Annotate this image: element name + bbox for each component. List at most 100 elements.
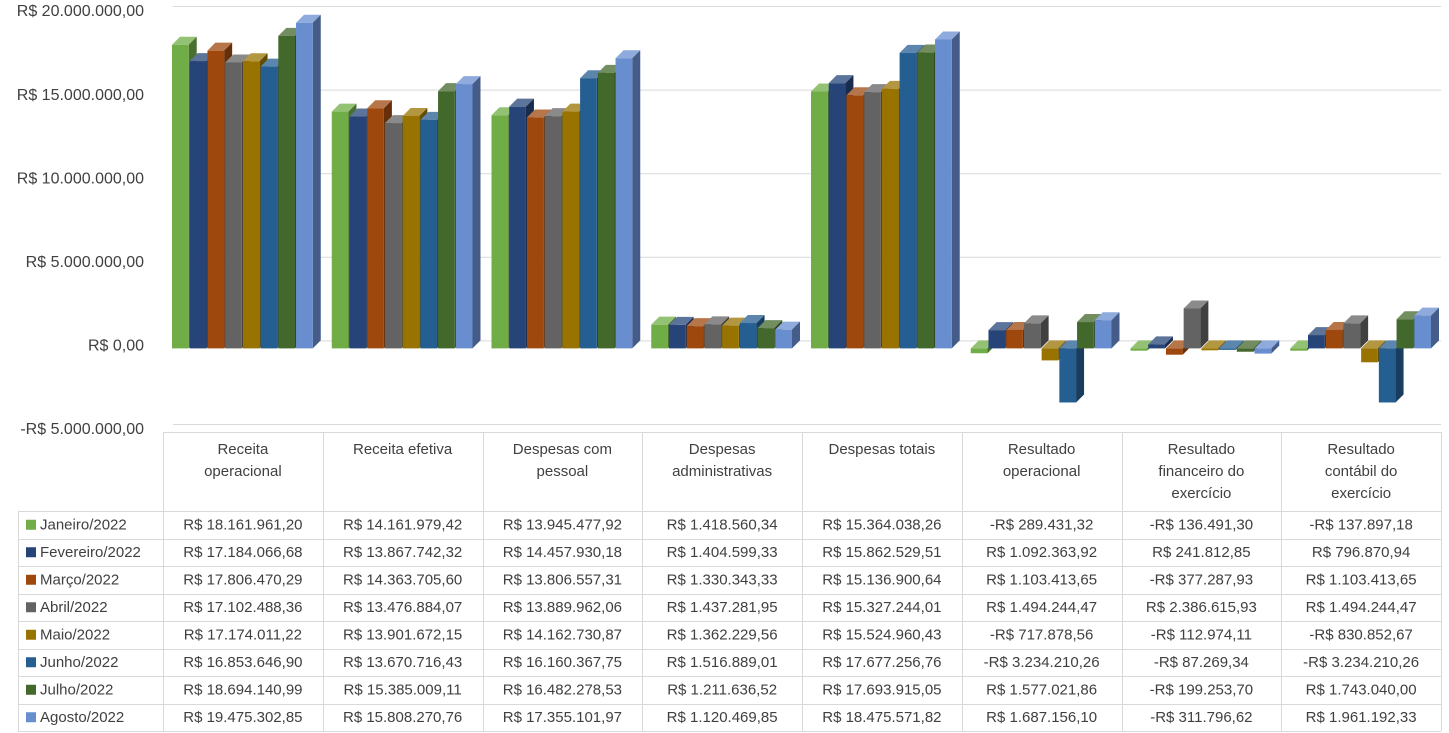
bar bbox=[1378, 340, 1404, 403]
legend-series-name: Abril/2022 bbox=[40, 599, 108, 616]
data-label: R$ 13.867.742,32 bbox=[343, 544, 462, 561]
data-label: R$ 13.889.962,06 bbox=[503, 599, 622, 616]
category-label: Resultado bbox=[1327, 441, 1395, 458]
data-label: R$ 1.437.281,95 bbox=[667, 599, 778, 616]
category-label: operacional bbox=[204, 463, 282, 480]
data-label: R$ 17.355.101,97 bbox=[503, 709, 622, 726]
data-label: R$ 14.161.979,42 bbox=[343, 517, 462, 534]
data-label: R$ 14.162.730,87 bbox=[503, 627, 622, 644]
y-tick-label: R$ 5.000.000,00 bbox=[26, 254, 144, 271]
legend-series-name: Janeiro/2022 bbox=[40, 517, 127, 534]
y-tick-label: R$ 0,00 bbox=[88, 338, 144, 355]
y-tick-label: R$ 10.000.000,00 bbox=[17, 170, 144, 187]
data-label: R$ 15.385.009,11 bbox=[344, 682, 462, 699]
data-label: R$ 17.693.915,05 bbox=[822, 682, 941, 699]
data-label: R$ 1.103.413,65 bbox=[1306, 572, 1417, 589]
legend-color-key bbox=[26, 519, 36, 530]
bar bbox=[1059, 340, 1085, 403]
data-label: -R$ 112.974,11 bbox=[1151, 627, 1252, 644]
legend-series-name: Junho/2022 bbox=[40, 654, 118, 671]
bar bbox=[615, 50, 641, 349]
y-tick-label: -R$ 5.000.000,00 bbox=[20, 421, 144, 438]
legend-series-name: Maio/2022 bbox=[40, 627, 110, 644]
data-label: R$ 13.670.716,43 bbox=[343, 654, 462, 671]
data-label: -R$ 87.269,34 bbox=[1154, 654, 1249, 671]
legend-color-key bbox=[26, 547, 36, 558]
bars bbox=[172, 14, 1439, 403]
category-label: Despesas bbox=[689, 441, 756, 458]
bar bbox=[935, 31, 960, 349]
bar bbox=[455, 76, 481, 349]
data-label: -R$ 3.234.210,26 bbox=[1303, 654, 1419, 671]
data-label: R$ 13.945.477,92 bbox=[503, 517, 622, 534]
data-label: R$ 13.901.672,15 bbox=[343, 627, 462, 644]
data-label: R$ 1.330.343,33 bbox=[667, 572, 778, 589]
bar bbox=[1343, 315, 1369, 349]
data-label: R$ 1.494.244,47 bbox=[1306, 599, 1417, 616]
bar bbox=[1023, 315, 1049, 349]
category-label: Despesas com bbox=[513, 441, 612, 458]
bar bbox=[1254, 340, 1280, 354]
data-label: R$ 1.103.413,65 bbox=[986, 572, 1097, 589]
category-label: financeiro do bbox=[1158, 463, 1244, 480]
data-label: R$ 15.862.529,51 bbox=[822, 544, 941, 561]
legend-series-name: Agosto/2022 bbox=[40, 709, 124, 726]
category-label: Despesas totais bbox=[829, 441, 936, 458]
y-tick-label: R$ 20.000.000,00 bbox=[17, 3, 144, 20]
data-label: R$ 13.806.557,31 bbox=[503, 572, 622, 589]
category-label: pessoal bbox=[537, 463, 589, 480]
legend-series-name: Fevereiro/2022 bbox=[40, 544, 141, 561]
data-label: R$ 241.812,85 bbox=[1152, 544, 1250, 561]
legend-color-key bbox=[26, 629, 36, 640]
data-label: -R$ 311.796,62 bbox=[1150, 709, 1252, 726]
data-label: R$ 1.577.021,86 bbox=[986, 682, 1097, 699]
bar bbox=[296, 14, 321, 349]
data-label: -R$ 289.431,32 bbox=[990, 517, 1093, 534]
data-label: R$ 17.184.066,68 bbox=[183, 544, 302, 561]
data-label: R$ 1.494.244,47 bbox=[986, 599, 1097, 616]
data-label: -R$ 3.234.210,26 bbox=[984, 654, 1100, 671]
data-label: R$ 15.136.900,64 bbox=[822, 572, 941, 589]
data-table: Receita operacional Receita efetiva Despesa… bbox=[18, 432, 1442, 732]
data-label: R$ 1.362.229,56 bbox=[667, 627, 778, 644]
data-label: R$ 17.174.011,22 bbox=[184, 627, 302, 644]
bar bbox=[1414, 307, 1439, 349]
data-label: R$ 796.870,94 bbox=[1312, 544, 1410, 561]
data-label: R$ 18.161.961,20 bbox=[183, 517, 302, 534]
legend-color-key bbox=[26, 574, 36, 585]
category-label: exercício bbox=[1331, 485, 1391, 502]
data-label: R$ 1.961.192,33 bbox=[1306, 709, 1417, 726]
category-label: Resultado bbox=[1008, 441, 1076, 458]
data-label: R$ 1.687.156,10 bbox=[986, 709, 1097, 726]
legend-series-name: Março/2022 bbox=[40, 572, 119, 589]
data-label: R$ 17.806.470,29 bbox=[183, 572, 302, 589]
y-tick-label: R$ 15.000.000,00 bbox=[17, 87, 144, 104]
data-label: R$ 16.482.278,53 bbox=[503, 682, 622, 699]
data-label: R$ 1.516.889,01 bbox=[667, 654, 778, 671]
category-label: Receita efetiva bbox=[353, 441, 453, 458]
data-label: R$ 1.404.599,33 bbox=[667, 544, 778, 561]
bar bbox=[775, 321, 800, 349]
category-label: operacional bbox=[1003, 463, 1081, 480]
data-label: R$ 18.694.140,99 bbox=[183, 682, 302, 699]
data-label: R$ 17.102.488,36 bbox=[183, 599, 302, 616]
data-label: -R$ 377.287,93 bbox=[1150, 572, 1253, 589]
data-label: R$ 15.327.244,01 bbox=[822, 599, 941, 616]
data-label: -R$ 199.253,70 bbox=[1150, 682, 1253, 699]
data-label: R$ 17.677.256,76 bbox=[822, 654, 941, 671]
data-label: R$ 2.386.615,93 bbox=[1146, 599, 1257, 616]
data-label: R$ 1.211.636,52 bbox=[667, 682, 777, 699]
data-label: -R$ 137.897,18 bbox=[1309, 517, 1412, 534]
legend-color-key bbox=[26, 712, 36, 723]
data-label: R$ 19.475.302,85 bbox=[183, 709, 302, 726]
category-label: Receita bbox=[217, 441, 269, 458]
data-label: R$ 14.363.705,60 bbox=[343, 572, 462, 589]
data-label: R$ 16.160.367,75 bbox=[503, 654, 622, 671]
bar bbox=[1183, 300, 1209, 349]
y-axis-tick-labels: R$ 20.000.000,00 R$ 15.000.000,00 R$ 10.00… bbox=[17, 3, 144, 438]
category-label: administrativas bbox=[672, 463, 772, 480]
bar bbox=[1148, 336, 1173, 349]
data-label: -R$ 830.852,67 bbox=[1309, 627, 1412, 644]
legend-color-key bbox=[26, 657, 36, 668]
legend-color-key bbox=[26, 684, 36, 695]
